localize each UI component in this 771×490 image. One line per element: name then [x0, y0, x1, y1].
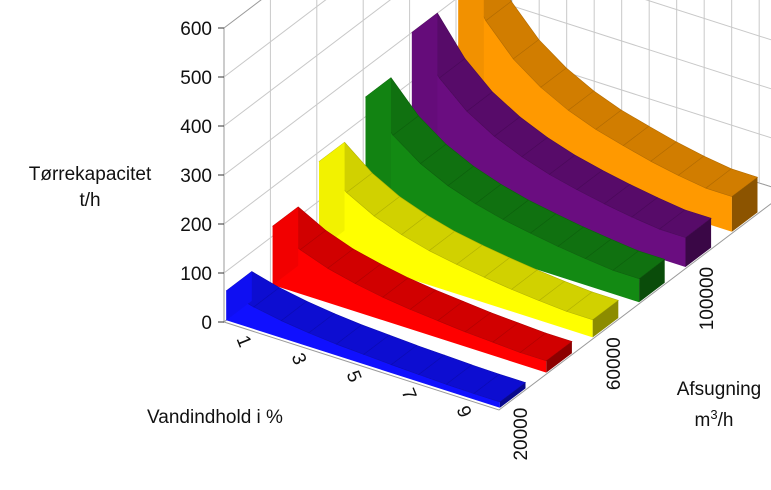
ribbon-right-cap [639, 259, 665, 303]
ribbon-40000 [272, 206, 573, 373]
ribbon-front-face [458, 0, 732, 232]
y-axis-title: Tørrekapacitet t/h [29, 164, 152, 211]
ribbon-front-face [319, 161, 593, 338]
z-axis-unit-base: m [695, 410, 711, 431]
z-axis-unit-tail: /h [718, 410, 734, 431]
ribbon-right-cap [546, 341, 572, 373]
z-tick-label: 20000 [511, 408, 532, 461]
ribbon-right-cap [731, 177, 758, 232]
ribbon-80000 [365, 77, 666, 303]
grid-line-horizontal [223, 0, 327, 78]
x-axis-title: Vandindhold i % [147, 407, 283, 428]
y-tick-label: 300 [180, 166, 212, 187]
ribbon-20000 [225, 271, 527, 408]
y-tick-label: 100 [180, 264, 212, 285]
ribbon-right-cap [499, 382, 526, 408]
x-tick-label: 9 [452, 403, 475, 421]
ribbon-left-cap [226, 271, 252, 321]
grid-line-horizontal [223, 0, 391, 127]
ribbon-left-cap [319, 142, 345, 250]
x-tick-label: 3 [287, 350, 310, 368]
z-axis-title: Afsugning m3/h [677, 379, 762, 431]
y-tick-label: 600 [180, 19, 212, 40]
z-axis-title-line2: m3/h [695, 407, 734, 432]
z-axis-title-line1: Afsugning [677, 379, 762, 400]
z-tick-label: 100000 [697, 267, 718, 330]
y-tick-label: 500 [180, 68, 212, 89]
ribbon-front-face [272, 226, 547, 373]
x-tick-label: 5 [342, 368, 365, 386]
data-ribbons [225, 0, 759, 408]
y-tick-label: 0 [201, 313, 212, 334]
x-tick-label: 7 [397, 385, 420, 403]
y-axis-title-line2: t/h [79, 190, 100, 211]
ribbon-left-cap [272, 206, 299, 285]
ribbon-right-cap [685, 218, 712, 267]
z-axis-unit-sup: 3 [710, 407, 717, 422]
x-tick-label: 1 [232, 333, 255, 351]
ribbon-60000 [318, 141, 619, 338]
ribbon-right-cap [592, 300, 619, 338]
ribbon-front-face [226, 290, 500, 408]
grid-line-horizontal [223, 0, 771, 176]
z-tick-label: 60000 [604, 337, 625, 390]
y-tick-label: 200 [180, 215, 212, 236]
y-axis-title-line1: Tørrekapacitet [29, 164, 152, 185]
ribbon-front-face [365, 97, 640, 303]
y-tick-label: 400 [180, 117, 212, 138]
